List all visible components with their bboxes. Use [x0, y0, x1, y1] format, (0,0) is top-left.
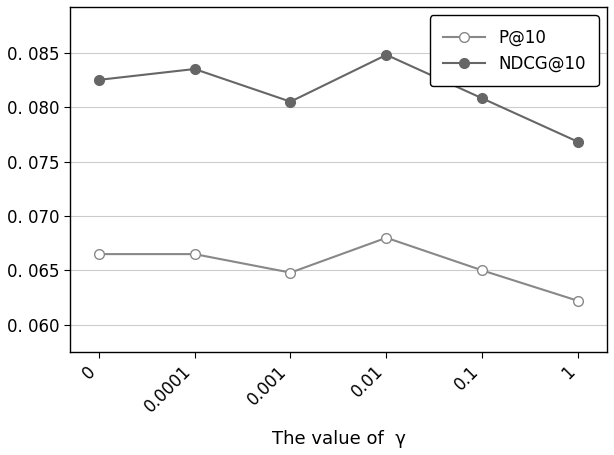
P@10 — [287, 270, 294, 275]
NDCG@10 — [95, 77, 103, 83]
Line: P@10: P@10 — [94, 233, 583, 306]
NDCG@10 — [383, 52, 390, 58]
P@10 — [575, 298, 582, 303]
NDCG@10 — [287, 99, 294, 104]
NDCG@10 — [575, 139, 582, 145]
P@10 — [383, 235, 390, 241]
Line: NDCG@10: NDCG@10 — [94, 50, 583, 147]
NDCG@10 — [191, 66, 198, 72]
X-axis label: The value of  γ: The value of γ — [271, 430, 405, 448]
P@10 — [191, 251, 198, 257]
Legend: P@10, NDCG@10: P@10, NDCG@10 — [430, 15, 599, 86]
P@10 — [95, 251, 103, 257]
P@10 — [479, 268, 486, 273]
NDCG@10 — [479, 96, 486, 101]
